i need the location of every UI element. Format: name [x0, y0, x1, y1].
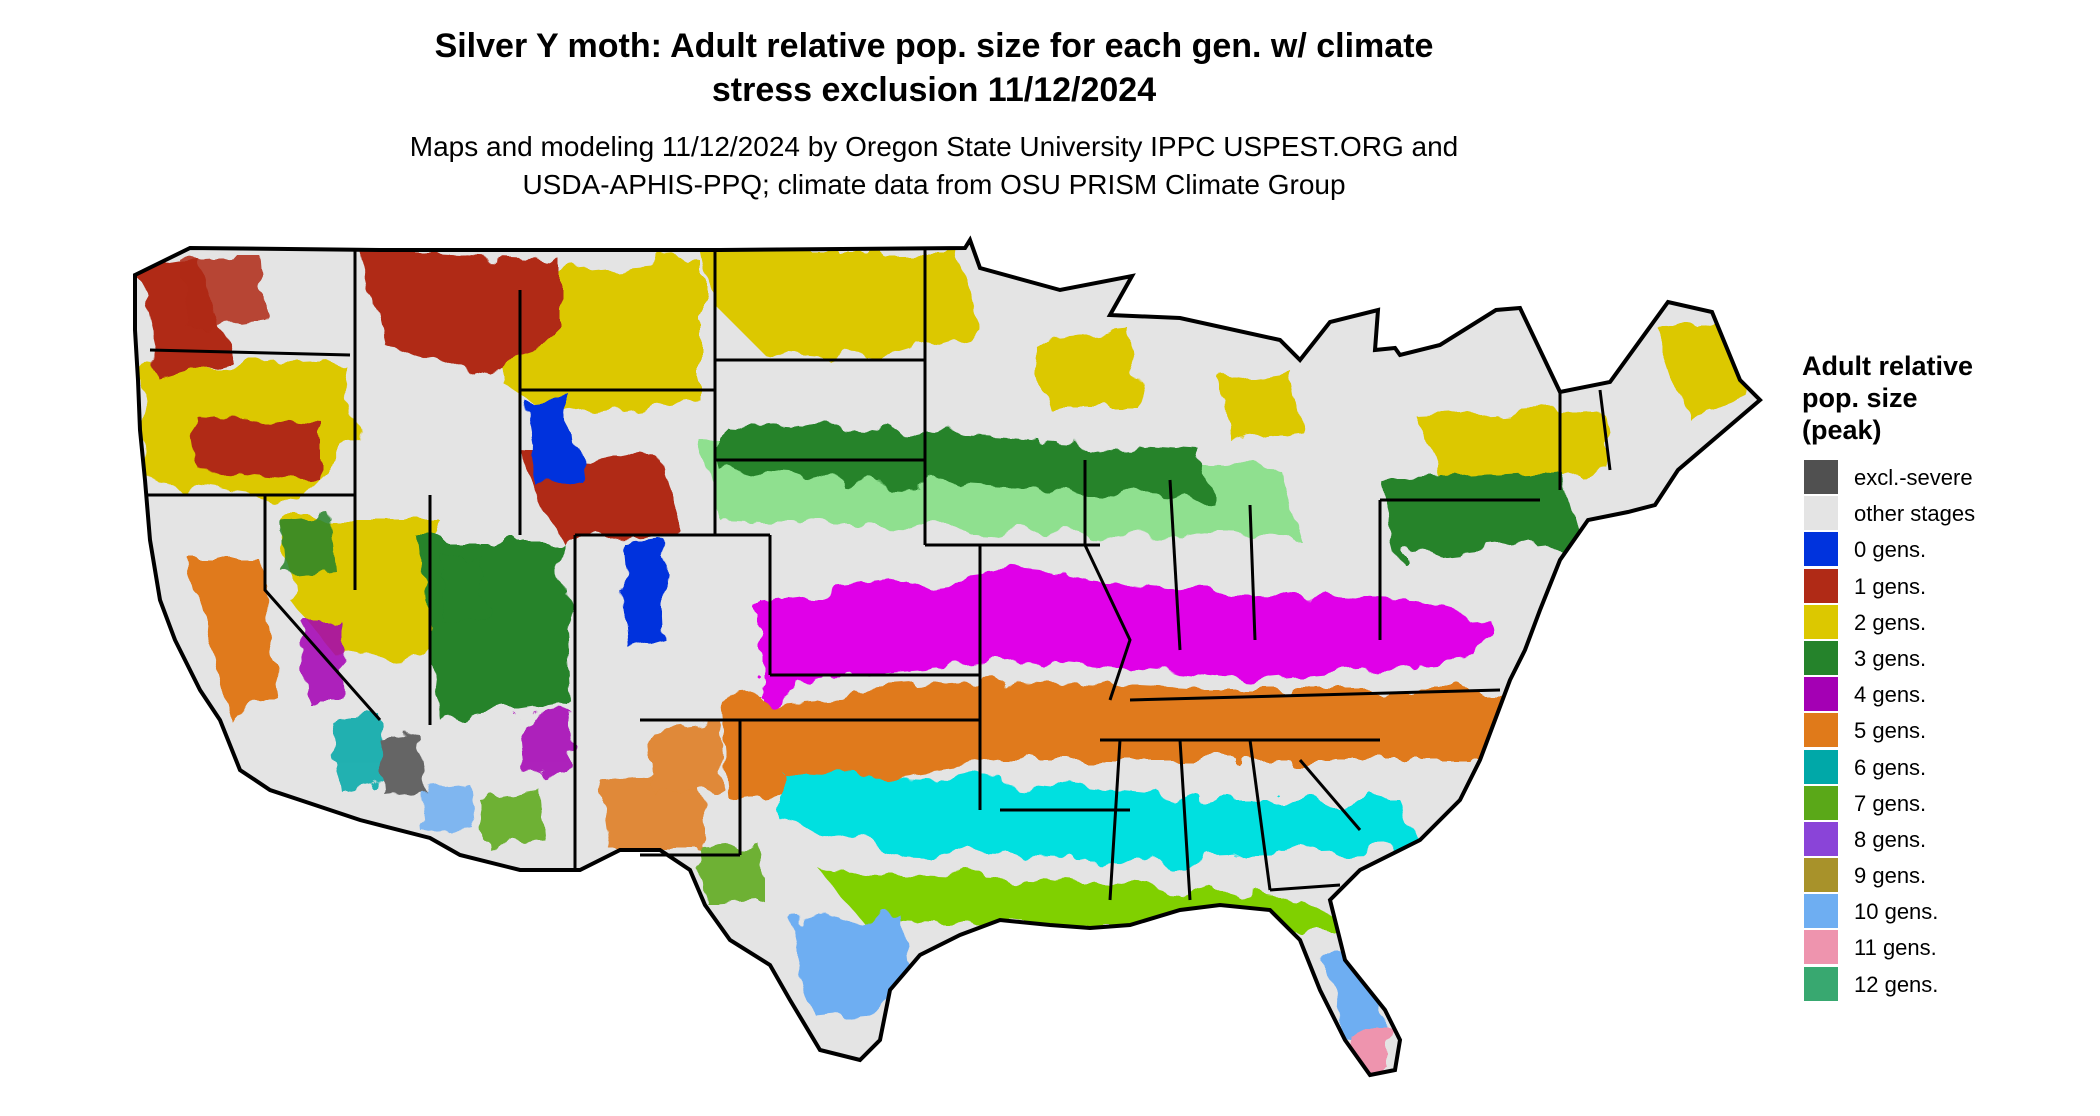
legend-item: 1 gens.: [1802, 568, 1973, 605]
legend-item: 4 gens.: [1802, 677, 1973, 713]
legend-item: excl.-severe: [1802, 460, 1973, 496]
legend-label: 6 gens.: [1854, 754, 1927, 780]
legend-label: 4 gens.: [1854, 682, 1927, 708]
boundary-line: [1108, 739, 1122, 901]
legend-title-line-1: Adult relative: [1802, 351, 1974, 381]
legend-label: 10 gens.: [1854, 899, 1939, 925]
legend-item: 0 gens.: [1802, 532, 1973, 568]
legend-label: excl.-severe: [1854, 465, 1973, 490]
mosaic-5-gens-texas: [650, 720, 725, 795]
legend-item: 5 gens.: [1802, 713, 1973, 749]
legend-item: 6 gens.: [1802, 749, 1973, 786]
legend-label: 11 gens.: [1854, 935, 1937, 961]
legend-label: 12 gens.: [1854, 971, 1939, 997]
zone-0-gens-yellowstone: [525, 395, 580, 490]
boundary-line: [1248, 504, 1257, 641]
legend-swatch: [1804, 785, 1838, 820]
legend-swatch: [1804, 677, 1838, 712]
chart-title: Silver Y moth: Adult relative pop. size …: [0, 24, 2100, 112]
boundary-line: [1178, 739, 1192, 901]
mosaic-4-gens-new-mexico: [520, 710, 575, 775]
legend-item: 8 gens.: [1802, 821, 1973, 858]
zone-2-gens-northeast: [1420, 410, 1610, 480]
mosaic-3-gens-idaho: [280, 515, 335, 575]
chart-subtitle-line-2: USDA-APHIS-PPQ; climate data from OSU PR…: [522, 169, 1346, 200]
legend-label: other stages: [1854, 501, 1976, 527]
mosaic-7-gens-arizona: [480, 790, 545, 845]
legend-item: 3 gens.: [1802, 640, 1973, 677]
chart-title-line-1: Silver Y moth: Adult relative pop. size …: [434, 27, 1434, 65]
state-boundaries: [145, 250, 1612, 901]
boundary-line: [1598, 389, 1612, 471]
zone-1-gens-rockies: [360, 250, 560, 370]
zone-3-gens-northeast: [1380, 470, 1580, 560]
legend-swatch: [1804, 930, 1838, 965]
boundary-line: [1298, 759, 1362, 831]
mosaic-8-gens-arizona: [420, 785, 475, 835]
legend-swatch: [1804, 496, 1838, 531]
legend: Adult relative pop. size (peak) excl.-se…: [1802, 350, 1976, 1003]
chart-subtitle-line-1: Maps and modeling 11/12/2024 by Oregon S…: [409, 131, 1459, 162]
legend-label: 9 gens.: [1854, 863, 1927, 889]
mosaic-4-gens-nevada: [300, 620, 345, 700]
legend-item: 7 gens.: [1802, 785, 1973, 822]
legend-item: 9 gens.: [1802, 858, 1973, 894]
chart-subtitle: Maps and modeling 11/12/2024 by Oregon S…: [0, 128, 2100, 204]
legend-swatch: [1804, 713, 1838, 748]
zone-1-gens-oregon: [190, 410, 320, 480]
zone-band-cyan: [780, 770, 1420, 860]
legend-swatch: [1804, 821, 1838, 856]
boundary-line: [149, 348, 351, 357]
legend-swatch: [1804, 894, 1838, 929]
legend-label: 2 gens.: [1854, 609, 1927, 635]
legend-items: excl.-severe other stages 0 gens. 1 gens…: [1802, 460, 1976, 1003]
boundary-line: [1248, 739, 1272, 891]
legend-swatch: [1804, 532, 1838, 567]
legend-item: 10 gens.: [1802, 894, 1973, 930]
legend-label: 0 gens.: [1854, 537, 1927, 563]
legend-title-line-2: pop. size: [1802, 383, 1918, 413]
legend-item: 2 gens.: [1802, 604, 1973, 641]
legend-swatch: [1804, 604, 1838, 639]
legend-item: 11 gens.: [1802, 930, 1973, 966]
legend-swatch: [1804, 749, 1838, 784]
legend-item: 12 gens.: [1802, 966, 1973, 1003]
legend-swatch: [1804, 568, 1838, 603]
legend-label: 3 gens.: [1854, 645, 1927, 671]
mosaic-1-gens-washington: [180, 255, 265, 330]
zone-3-gens-band: [720, 420, 1210, 500]
zone-2-gens-great-lakes: [1030, 330, 1140, 410]
legend-swatch: [1804, 460, 1838, 494]
zone-5-gens-california: [190, 560, 280, 720]
zone-8-gens-texas: [790, 915, 910, 1010]
mosaic-excl-severe: [380, 735, 425, 795]
mosaic-7-gens-texas-coast: [700, 845, 765, 905]
boundary-line: [1269, 883, 1341, 892]
legend-label: 8 gens.: [1854, 826, 1927, 852]
legend-swatch: [1804, 858, 1838, 893]
zone-8-gens-florida: [1320, 955, 1390, 1035]
boundary-line: [1083, 460, 1132, 701]
boundary-line: [1129, 688, 1501, 702]
zone-band-magenta: [760, 570, 1490, 700]
chart-title-line-2: stress exclusion 11/12/2024: [711, 71, 1157, 109]
legend-swatch: [1804, 966, 1838, 1001]
legend-label: 1 gens.: [1854, 573, 1927, 599]
mosaic-6-gens-socal: [330, 715, 385, 790]
zone-0-gens-colorado: [620, 535, 665, 650]
western-mosaic: [180, 255, 765, 905]
legend-swatch: [1804, 640, 1838, 675]
boundary-line: [263, 495, 382, 721]
zone-2-gens-michigan: [1220, 370, 1300, 440]
legend-title: Adult relative pop. size (peak): [1802, 350, 1973, 446]
zone-2-gens-north: [700, 250, 980, 360]
legend-item: other stages: [1802, 496, 1976, 532]
mosaic-3-gens-utah: [440, 555, 485, 625]
legend-label: 5 gens.: [1854, 718, 1927, 744]
legend-title-line-3: (peak): [1802, 415, 1882, 445]
boundary-line: [1168, 479, 1182, 651]
legend-label: 7 gens.: [1854, 790, 1927, 816]
